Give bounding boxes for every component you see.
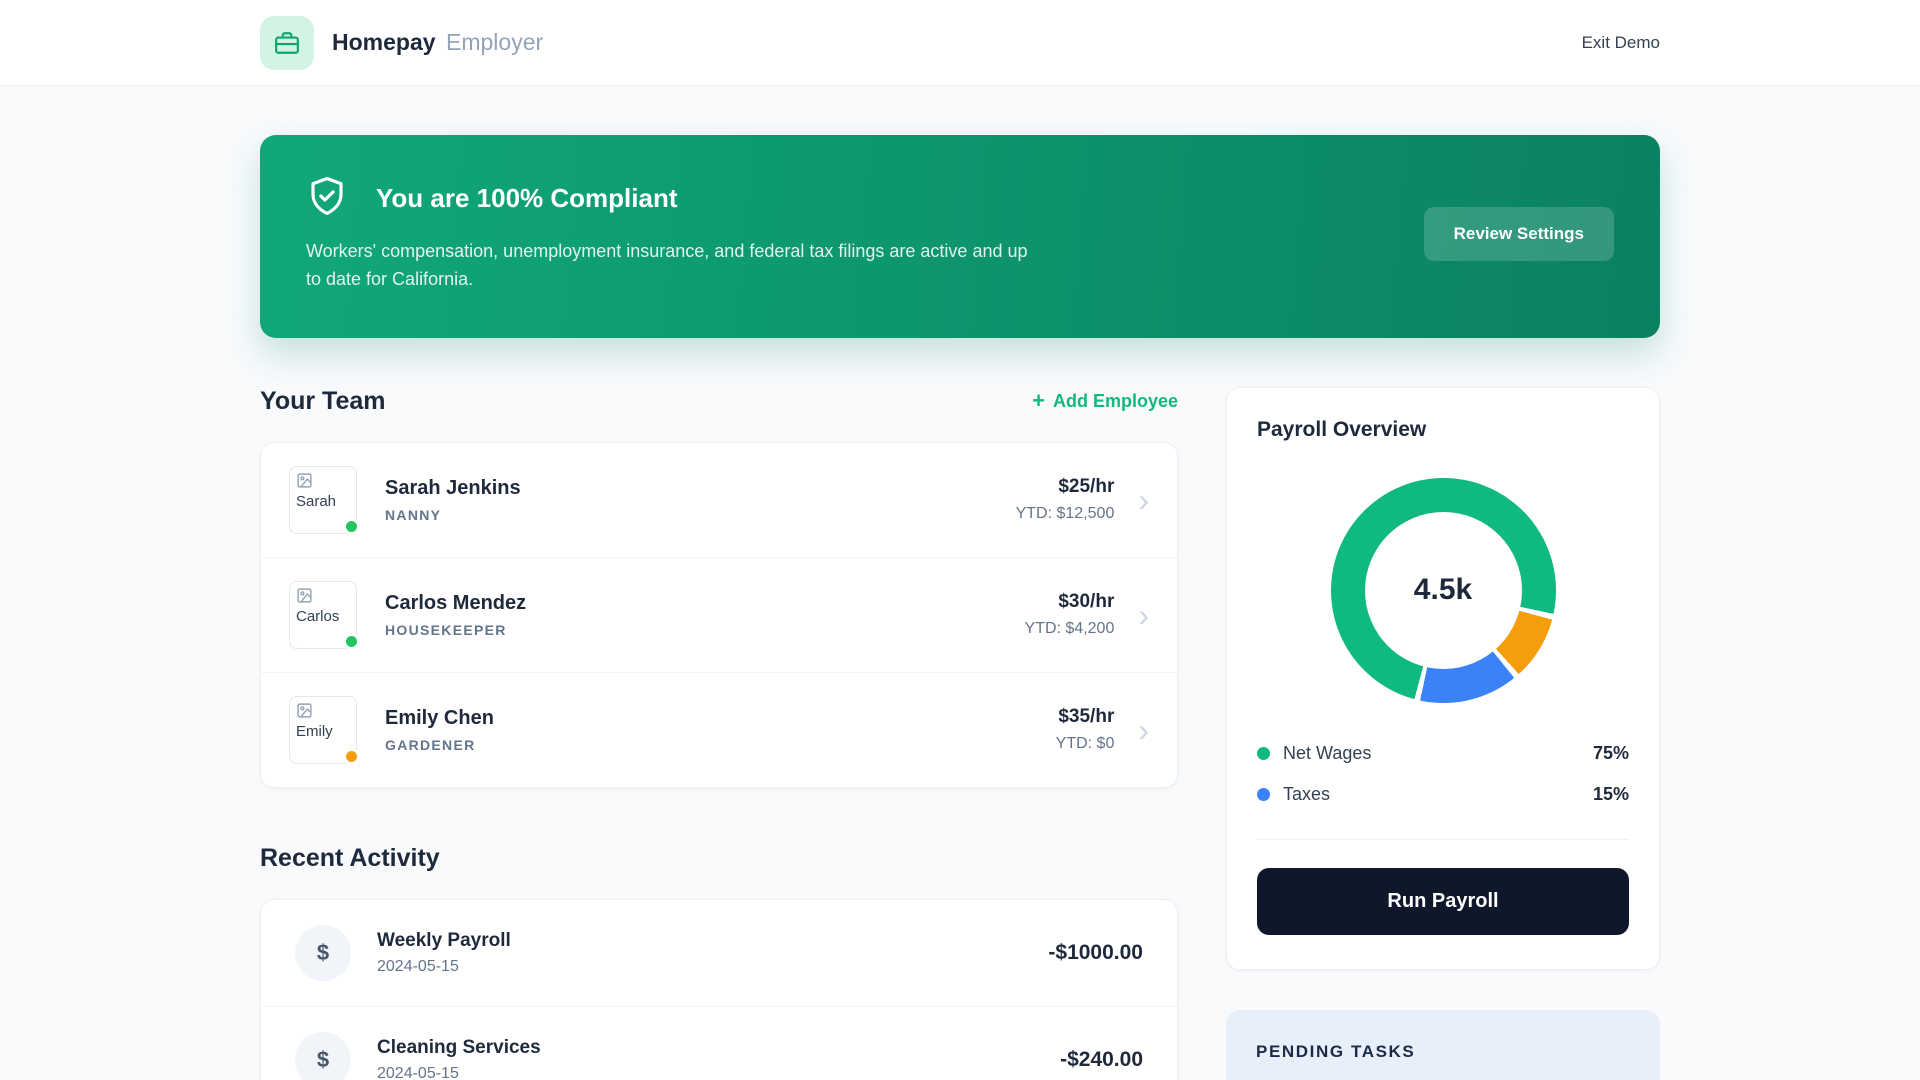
payroll-donut-chart: 4.5k <box>1330 477 1556 703</box>
brand-suffix: Employer <box>446 29 544 55</box>
employee-role: HOUSEKEEPER <box>385 621 507 638</box>
avatar-alt-text: Sarah <box>296 492 337 510</box>
broken-image-icon <box>297 588 312 603</box>
employee-rate: $35/hr <box>1058 706 1115 728</box>
recent-activity-title: Recent Activity <box>260 843 440 872</box>
employee-row[interactable]: Sarah Sarah Jenkins NANNY $25/hr YTD: $1… <box>261 443 1177 557</box>
avatar: Emily <box>289 695 360 765</box>
activity-row: $ Weekly Payroll 2024-05-15 -$1000.00 <box>261 900 1177 1006</box>
add-employee-label: Add Employee <box>1052 390 1178 411</box>
employee-name: Emily Chen <box>385 706 494 729</box>
employee-role: GARDENER <box>385 736 476 753</box>
exit-demo-link[interactable]: Exit Demo <box>1581 32 1660 52</box>
legend-value: 15% <box>1592 783 1629 804</box>
left-column: Your Team + Add Employee <box>260 387 1178 1080</box>
right-column: Payroll Overview 4.5k Net Wages 75% Taxe… <box>1226 386 1660 1080</box>
employee-name: Sarah Jenkins <box>385 476 521 499</box>
dollar-icon: $ <box>295 924 351 981</box>
shield-check-icon <box>306 175 348 222</box>
chevron-right-icon: › <box>1138 711 1149 748</box>
activity-name: Weekly Payroll <box>377 929 511 951</box>
employee-rate: $30/hr <box>1058 591 1115 613</box>
briefcase-icon <box>260 15 314 70</box>
employee-name: Carlos Mendez <box>385 591 527 614</box>
activity-amount: -$240.00 <box>1060 1047 1143 1071</box>
run-payroll-button[interactable]: Run Payroll <box>1257 867 1629 935</box>
team-list: Sarah Sarah Jenkins NANNY $25/hr YTD: $1… <box>260 441 1178 788</box>
employee-ytd: YTD: $4,200 <box>1024 620 1115 638</box>
status-dot <box>343 517 360 535</box>
activity-row: $ Cleaning Services 2024-05-15 -$240.00 <box>261 1005 1177 1080</box>
employee-ytd: YTD: $12,500 <box>1015 505 1115 523</box>
payroll-overview-title: Payroll Overview <box>1257 417 1427 441</box>
activity-name: Cleaning Services <box>377 1036 541 1058</box>
broken-image-icon <box>297 473 312 488</box>
dollar-icon: $ <box>295 1031 351 1080</box>
employee-row[interactable]: Carlos Carlos Mendez HOUSEKEEPER $30/hr … <box>261 556 1177 672</box>
avatar: Carlos <box>289 580 360 650</box>
activity-date: 2024-05-15 <box>377 957 459 975</box>
activity-date: 2024-05-15 <box>377 1064 459 1080</box>
legend-item: Taxes 15% <box>1257 774 1629 815</box>
payroll-overview-card: Payroll Overview 4.5k Net Wages 75% Taxe… <box>1226 386 1660 970</box>
top-bar: Homepay Employer Exit Demo <box>0 0 1920 86</box>
donut-center-label: 4.5k <box>1413 573 1473 607</box>
employee-role: NANNY <box>385 506 442 523</box>
activity-amount: -$1000.00 <box>1048 940 1143 964</box>
avatar-alt-text: Carlos <box>296 607 340 625</box>
compliance-description: Workers' compensation, unemployment insu… <box>306 241 1028 289</box>
taxes-dot-icon <box>1257 787 1270 801</box>
chevron-right-icon: › <box>1138 596 1149 633</box>
pending-tasks-title: PENDING TASKS <box>1256 1041 1416 1061</box>
pending-tasks-card: PENDING TASKS <box>1226 1009 1660 1080</box>
legend-value: 75% <box>1592 742 1629 763</box>
plus-icon: + <box>1032 388 1045 414</box>
compliance-title: You are 100% Compliant <box>376 183 678 213</box>
your-team-title: Your Team <box>260 386 386 415</box>
avatar: Sarah <box>289 465 360 535</box>
net-wages-dot-icon <box>1257 746 1270 760</box>
compliance-banner: You are 100% Compliant Workers' compensa… <box>260 135 1660 338</box>
legend-label: Taxes <box>1283 783 1331 804</box>
add-employee-button[interactable]: + Add Employee <box>1032 390 1178 412</box>
employee-rate: $25/hr <box>1058 476 1115 498</box>
broken-image-icon <box>297 703 312 718</box>
employee-row[interactable]: Emily Emily Chen GARDENER $35/hr YTD: $0 <box>261 671 1177 787</box>
review-settings-button[interactable]: Review Settings <box>1423 207 1614 262</box>
brand: Homepay Employer <box>260 15 543 70</box>
divider <box>1257 838 1629 840</box>
status-dot <box>343 632 360 650</box>
activity-list: $ Weekly Payroll 2024-05-15 -$1000.00 $ … <box>260 898 1178 1080</box>
employee-ytd: YTD: $0 <box>1055 735 1115 753</box>
brand-name: Homepay <box>332 29 436 55</box>
legend-item: Net Wages 75% <box>1257 733 1629 774</box>
legend-label: Net Wages <box>1283 742 1372 763</box>
chevron-right-icon: › <box>1138 481 1149 518</box>
brand-text: Homepay Employer <box>332 29 543 56</box>
avatar-alt-text: Emily <box>296 722 333 740</box>
status-dot <box>343 747 360 765</box>
